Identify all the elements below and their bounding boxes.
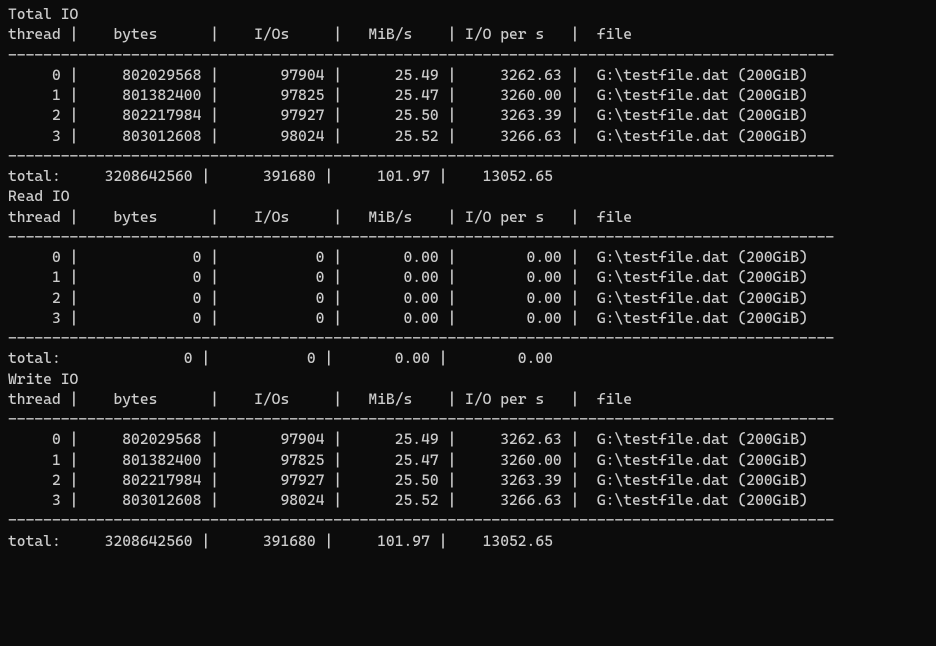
table-row: 0 | 802029568 | 97904 | 25.49 | 3262.63 …	[8, 65, 928, 85]
table-row: 2 | 0 | 0 | 0.00 | 0.00 | G:\testfile.da…	[8, 288, 928, 308]
table-row: 0 | 802029568 | 97904 | 25.49 | 3262.63 …	[8, 429, 928, 449]
table-header: thread | bytes | I/Os | MiB/s | I/O per …	[8, 207, 928, 227]
divider-line: ----------------------------------------…	[8, 227, 928, 247]
divider-line: ----------------------------------------…	[8, 146, 928, 166]
section-title: Read IO	[8, 186, 928, 206]
total-row: total: 0 | 0 | 0.00 | 0.00	[8, 348, 928, 368]
terminal-output: Total IOthread | bytes | I/Os | MiB/s | …	[0, 0, 936, 555]
table-header: thread | bytes | I/Os | MiB/s | I/O per …	[8, 389, 928, 409]
table-header: thread | bytes | I/Os | MiB/s | I/O per …	[8, 24, 928, 44]
total-row: total: 3208642560 | 391680 | 101.97 | 13…	[8, 531, 928, 551]
table-row: 2 | 802217984 | 97927 | 25.50 | 3263.39 …	[8, 105, 928, 125]
divider-line: ----------------------------------------…	[8, 45, 928, 65]
table-row: 1 | 801382400 | 97825 | 25.47 | 3260.00 …	[8, 450, 928, 470]
table-row: 3 | 803012608 | 98024 | 25.52 | 3266.63 …	[8, 490, 928, 510]
table-row: 0 | 0 | 0 | 0.00 | 0.00 | G:\testfile.da…	[8, 247, 928, 267]
section-title: Write IO	[8, 369, 928, 389]
total-row: total: 3208642560 | 391680 | 101.97 | 13…	[8, 166, 928, 186]
table-row: 1 | 0 | 0 | 0.00 | 0.00 | G:\testfile.da…	[8, 267, 928, 287]
divider-line: ----------------------------------------…	[8, 409, 928, 429]
table-row: 1 | 801382400 | 97825 | 25.47 | 3260.00 …	[8, 85, 928, 105]
table-row: 2 | 802217984 | 97927 | 25.50 | 3263.39 …	[8, 470, 928, 490]
divider-line: ----------------------------------------…	[8, 510, 928, 530]
table-row: 3 | 0 | 0 | 0.00 | 0.00 | G:\testfile.da…	[8, 308, 928, 328]
divider-line: ----------------------------------------…	[8, 328, 928, 348]
section-title: Total IO	[8, 4, 928, 24]
table-row: 3 | 803012608 | 98024 | 25.52 | 3266.63 …	[8, 126, 928, 146]
